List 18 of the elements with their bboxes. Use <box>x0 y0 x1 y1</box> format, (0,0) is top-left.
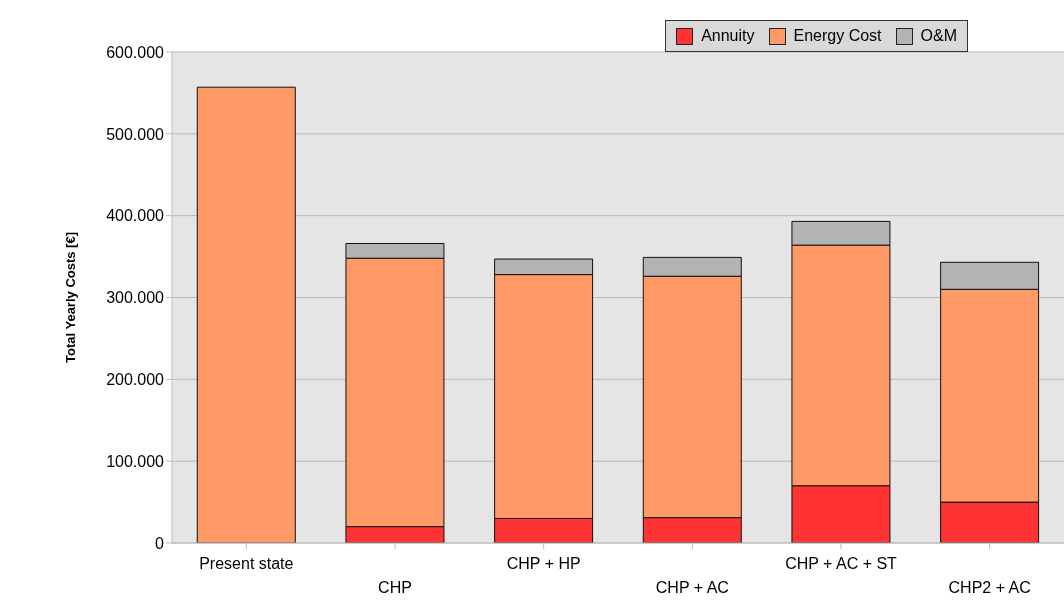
y-tick-label: 200.000 <box>106 371 165 389</box>
y-tick-label: 500.000 <box>106 125 165 143</box>
legend-label: Energy Cost <box>793 27 882 45</box>
legend-label: O&M <box>920 27 957 45</box>
x-tick-label: CHP <box>378 579 412 596</box>
y-axis-title: Total Yearly Costs [€] <box>62 231 78 364</box>
bar <box>196 86 296 543</box>
legend-label: Annuity <box>701 27 755 45</box>
y-tick-label: 300.000 <box>106 289 165 307</box>
x-tick-label: Present state <box>199 555 294 572</box>
y-tick-label: 600.000 <box>106 43 165 61</box>
x-tick-label: CHP2 + AC <box>948 579 1031 596</box>
y-tick-label: 0 <box>155 534 165 552</box>
y-tick-label: 400.000 <box>106 207 165 225</box>
x-tick-label: CHP + AC + ST <box>785 555 898 572</box>
x-tick-label: CHP + HP <box>506 555 581 572</box>
x-tick-label: CHP + AC <box>655 579 729 596</box>
y-tick-label: 100.000 <box>106 452 165 470</box>
